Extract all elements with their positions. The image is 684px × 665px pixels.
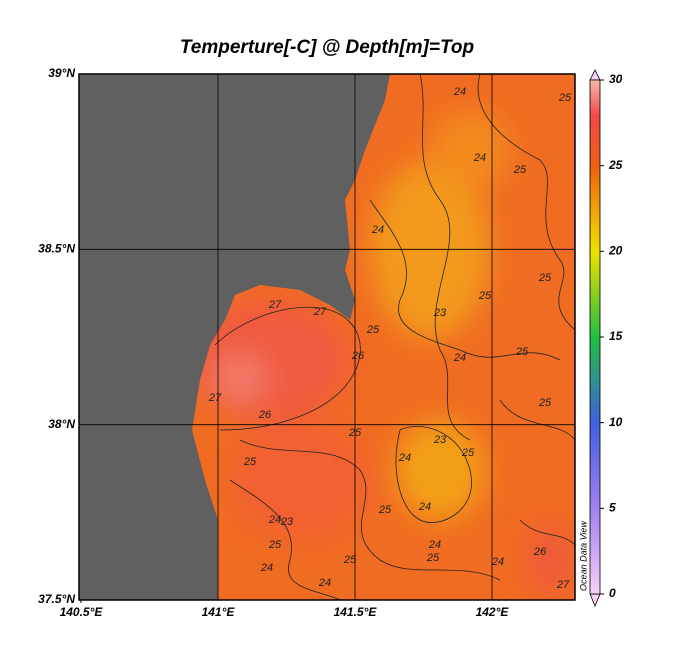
contour-label: 24: [371, 224, 384, 236]
contour-label: 24: [398, 452, 411, 464]
contour-label: 24: [428, 539, 441, 551]
lat-tick-label: 38.5°N: [38, 242, 75, 256]
contour-label: 25: [478, 290, 492, 302]
contour-label: 24: [318, 577, 331, 589]
colorbar-tick-label: 25: [608, 158, 623, 172]
contour-label: 27: [556, 579, 570, 591]
contour-label: 23: [280, 516, 294, 528]
contour-label: 23: [433, 434, 447, 446]
contour-label: 25: [558, 92, 572, 104]
contour-label: 24: [260, 562, 273, 574]
contour-label: 24: [453, 352, 466, 364]
colorbar-tick-label: 20: [608, 244, 623, 258]
land: [79, 74, 390, 600]
contour-label: 25: [538, 272, 552, 284]
contour-label: 25: [343, 554, 357, 566]
contour-label: 25: [378, 504, 392, 516]
lon-tick-label: 140.5°E: [60, 605, 104, 619]
contour-label: 27: [313, 306, 327, 318]
contour-label: 26: [258, 409, 272, 421]
colorbar-tick-label: 10: [609, 415, 623, 429]
map-title: Temperture[-C] @ Depth[m]=Top: [180, 37, 474, 58]
contour-label: 24: [268, 514, 281, 526]
contour-label: 24: [491, 556, 504, 568]
lat-tick-label: 37.5°N: [38, 592, 75, 606]
contour-label: 25: [513, 164, 527, 176]
lon-tick-label: 141°E: [202, 605, 236, 619]
contour-label: 27: [208, 392, 222, 404]
contours: [214, 74, 575, 600]
temperature-field: [190, 110, 575, 595]
lon-tick-label: 142°E: [476, 605, 510, 619]
contour-label: 27: [268, 299, 282, 311]
colorbar-tick-label: 30: [609, 72, 623, 86]
colorbar: [589, 79, 601, 595]
contour-label: 26: [351, 350, 365, 362]
contour-label: 25: [366, 324, 380, 336]
watermark: Ocean Data View: [578, 521, 588, 591]
colorbar-tick-label: 15: [609, 329, 623, 343]
contour-label: 25: [461, 447, 475, 459]
colorbar-tick-label: 0: [609, 586, 616, 600]
contour-label: 24: [418, 501, 431, 513]
contour-label: 25: [268, 539, 282, 551]
contour-label: 25: [515, 346, 529, 358]
contour-label: 26: [533, 546, 547, 558]
contour-label: 25: [426, 552, 440, 564]
lon-tick-label: 141.5°E: [334, 605, 378, 619]
contour-label: 25: [538, 397, 552, 409]
lat-tick-label: 38°N: [48, 417, 75, 431]
contour-label: 23: [433, 307, 447, 319]
contour-label: 24: [473, 152, 486, 164]
contour-label: 24: [453, 86, 466, 98]
contour-label: 25: [243, 456, 257, 468]
colorbar-tick-label: 5: [609, 501, 616, 515]
lat-tick-label: 39°N: [48, 66, 75, 80]
